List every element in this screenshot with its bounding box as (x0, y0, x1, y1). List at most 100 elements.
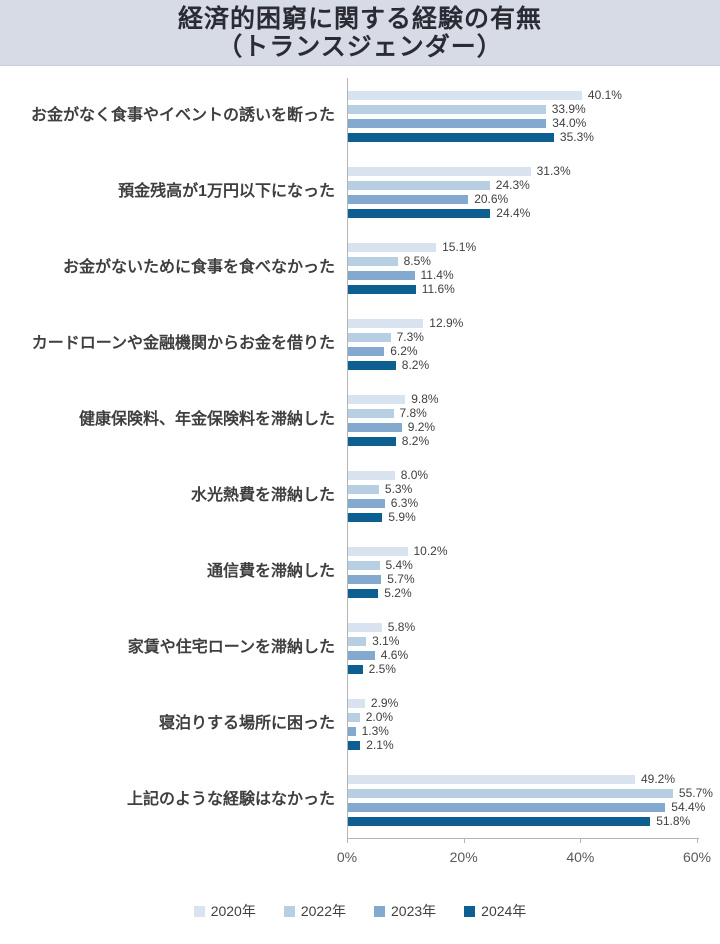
bar-2023年 (348, 802, 666, 812)
bar-2024年 (348, 284, 416, 294)
bar-2022年 (348, 104, 546, 114)
bar-row: 5.7% (348, 571, 448, 586)
chart-title-line1: 経済的困窮に関する経験の有無 (177, 4, 542, 33)
bar-row: 5.9% (348, 509, 428, 524)
legend-swatch (374, 905, 385, 917)
bar-value-label: 33.9% (551, 101, 586, 116)
bar-value-label: 49.2% (641, 771, 676, 786)
bar-2023年 (348, 574, 382, 584)
bar-value-label: 11.4% (420, 267, 454, 282)
legend-item-2024年: 2024年 (464, 901, 526, 921)
bar-value-label: 2.5% (368, 661, 396, 676)
bar-2022年 (348, 788, 673, 798)
bar-row: 10.2% (348, 545, 448, 557)
bar-value-label: 9.2% (407, 419, 436, 434)
bar-value-label: 8.2% (401, 433, 430, 448)
x-axis-tick (697, 839, 698, 843)
bar-row: 51.8% (348, 815, 713, 827)
bar-2023年 (348, 498, 385, 508)
bar-value-label: 5.7% (387, 571, 415, 586)
bar-value-label: 5.2% (384, 585, 412, 600)
category-label: 健康保険料、年金保険料を滞納した (78, 411, 335, 428)
bar-2020年 (348, 546, 408, 556)
bars-stack: 9.8% 7.8% 9.2% 8.2% (347, 391, 439, 448)
bar-2020年 (348, 318, 424, 328)
category-row: カードローンや金融機関からお金を借りた 12.9% 7.3% 6.2% 8.2% (0, 306, 720, 382)
bar-value-label: 2.1% (366, 737, 394, 752)
x-axis-label: 0% (336, 849, 358, 865)
x-axis-tick (463, 839, 465, 843)
bar-2022年 (348, 560, 380, 570)
x-axis-tick (580, 839, 582, 843)
category-row: 通信費を滞納した 10.2% 5.4% 5.7% 5.2% (0, 534, 720, 610)
bar-2024年 (348, 208, 491, 218)
bar-row: 2.1% (348, 737, 398, 752)
bar-2023年 (348, 270, 415, 280)
bar-2022年 (348, 256, 398, 266)
x-axis-line (347, 838, 699, 843)
bar-value-label: 55.7% (678, 785, 713, 800)
bar-row: 5.8% (348, 621, 415, 633)
category-label: お金がないために食事を食べなかった (62, 259, 335, 276)
category-label: 通信費を滞納した (206, 563, 335, 580)
bar-2022年 (348, 484, 379, 494)
bar-value-label: 8.2% (401, 357, 430, 372)
bar-row: 55.7% (348, 785, 713, 800)
bar-row: 5.4% (348, 557, 448, 572)
bar-row: 54.4% (348, 801, 713, 813)
bar-2020年 (348, 698, 365, 708)
bar-2020年 (348, 90, 582, 100)
bar-value-label: 5.4% (385, 557, 413, 572)
bar-2024年 (348, 132, 554, 142)
bars-stack: 5.8% 3.1% 4.6% 2.5% (347, 621, 415, 676)
bar-row: 9.8% (348, 391, 439, 406)
bar-value-label: 9.8% (411, 391, 439, 406)
bar-2020年 (348, 622, 382, 632)
category-label: 上記のような経験はなかった (126, 791, 335, 808)
bar-2020年 (348, 774, 635, 784)
bar-row: 8.2% (348, 433, 439, 448)
category-row: 水光熱費を滞納した 8.0% 5.3% 6.3% 5.9% (0, 458, 720, 534)
bar-row: 35.3% (348, 129, 622, 144)
bar-value-label: 2.9% (370, 695, 399, 710)
legend-item-2022年: 2022年 (283, 901, 346, 921)
bar-value-label: 35.3% (559, 129, 594, 144)
bar-row: 8.5% (348, 253, 476, 268)
bar-2023年 (348, 422, 402, 432)
category-label: 家賃や住宅ローンを滞納した (127, 639, 335, 656)
bar-value-label: 5.9% (388, 509, 416, 524)
bar-2024年 (348, 740, 361, 750)
bar-value-label: 3.1% (372, 633, 400, 648)
category-label: カードローンや金融機関からお金を借りた (31, 335, 335, 352)
bar-value-label: 1.3% (361, 723, 389, 738)
bar-value-label: 6.3% (390, 495, 419, 510)
category-row: 家賃や住宅ローンを滞納した 5.8% 3.1% 4.6% 2.5% (0, 610, 720, 686)
bar-row: 9.2% (348, 419, 439, 434)
bar-row: 2.5% (348, 661, 415, 676)
bar-2024年 (348, 816, 651, 826)
bar-2024年 (348, 512, 383, 522)
category-row: お金がないために食事を食べなかった 15.1% 8.5% 11.4% 11.6% (0, 230, 720, 306)
bar-value-label: 8.5% (403, 253, 431, 268)
bar-row: 11.4% (348, 267, 476, 282)
category-row: 寝泊りする場所に困った 2.9% 2.0% 1.3% 2.1% (0, 686, 720, 762)
bar-value-label: 2.0% (365, 709, 394, 724)
bar-value-label: 6.2% (390, 343, 418, 358)
legend-label: 2022年 (300, 903, 346, 919)
bar-row: 6.3% (348, 495, 428, 510)
bar-row: 2.0% (348, 709, 398, 724)
bar-row: 12.9% (348, 315, 464, 330)
bar-groups: お金がなく食事やイベントの誘いを断った 40.1% 33.9% 34.0% 35.3% 預… (0, 78, 720, 838)
bar-row: 5.3% (348, 483, 428, 495)
bars-stack: 49.2% 55.7% 54.4% 51.8% (347, 771, 713, 827)
bar-value-label: 24.4% (496, 205, 531, 220)
bar-value-label: 12.9% (429, 315, 464, 330)
bar-value-label: 40.1% (587, 87, 622, 102)
bar-value-label: 15.1% (442, 239, 477, 254)
category-label: 寝泊りする場所に困った (158, 715, 335, 732)
bar-row: 49.2% (348, 771, 713, 786)
bar-row: 34.0% (348, 117, 622, 129)
bars-stack: 40.1% 33.9% 34.0% 35.3% (347, 87, 622, 144)
legend-label: 2023年 (391, 903, 437, 919)
bars-stack: 31.3% 24.3% 20.6% 24.4% (347, 165, 571, 220)
